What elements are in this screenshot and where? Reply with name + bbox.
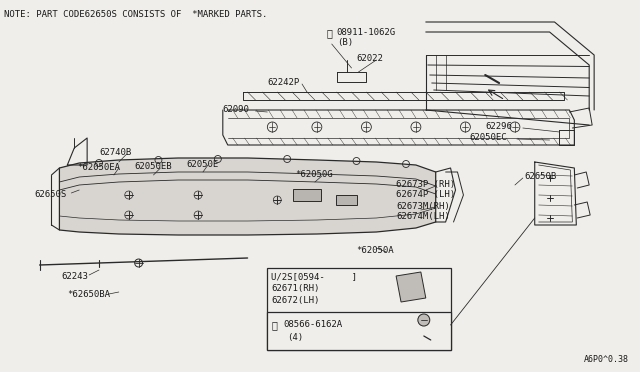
- Text: 62671(RH): 62671(RH): [271, 284, 320, 293]
- Text: U/2S[0594-     ]: U/2S[0594- ]: [271, 272, 357, 281]
- Text: Ⓢ: Ⓢ: [271, 320, 277, 330]
- Text: 62090: 62090: [223, 105, 250, 114]
- Polygon shape: [396, 272, 426, 302]
- Text: 62050E: 62050E: [186, 160, 218, 169]
- Text: 08566-6162A: 08566-6162A: [284, 320, 342, 329]
- Text: 62050EC: 62050EC: [469, 133, 507, 142]
- Circle shape: [418, 314, 430, 326]
- Text: 62674P (LH): 62674P (LH): [396, 190, 455, 199]
- Text: 62674M(LH): 62674M(LH): [396, 212, 450, 221]
- Text: 62673M(RH): 62673M(RH): [396, 202, 450, 211]
- Bar: [268, 312, 451, 350]
- Bar: [293, 189, 321, 201]
- Text: 62050EB: 62050EB: [134, 162, 172, 171]
- Text: (4): (4): [287, 333, 303, 342]
- Text: (B): (B): [337, 38, 353, 47]
- Text: A6P0^0.38: A6P0^0.38: [584, 355, 629, 364]
- Text: 08911-1062G: 08911-1062G: [337, 28, 396, 37]
- Polygon shape: [60, 158, 436, 235]
- Text: Ⓝ: Ⓝ: [327, 28, 333, 38]
- Text: 62672(LH): 62672(LH): [271, 296, 320, 305]
- Text: NOTE: PART CODE62650S CONSISTS OF  *MARKED PARTS.: NOTE: PART CODE62650S CONSISTS OF *MARKE…: [4, 10, 268, 19]
- Text: *62050EA: *62050EA: [77, 163, 120, 172]
- Bar: [336, 195, 358, 205]
- Text: 62022: 62022: [356, 54, 383, 63]
- Text: 62650B: 62650B: [525, 172, 557, 181]
- Text: *62650BA: *62650BA: [67, 290, 110, 299]
- Text: 62740B: 62740B: [99, 148, 131, 157]
- Text: 62650S: 62650S: [35, 190, 67, 199]
- Text: *62050A: *62050A: [356, 246, 394, 255]
- Bar: [268, 268, 451, 350]
- Text: 62673P (RH): 62673P (RH): [396, 180, 455, 189]
- Text: *62050G: *62050G: [295, 170, 333, 179]
- Text: 62242P: 62242P: [268, 78, 300, 87]
- Text: 62243: 62243: [61, 272, 88, 281]
- Text: 62296: 62296: [485, 122, 512, 131]
